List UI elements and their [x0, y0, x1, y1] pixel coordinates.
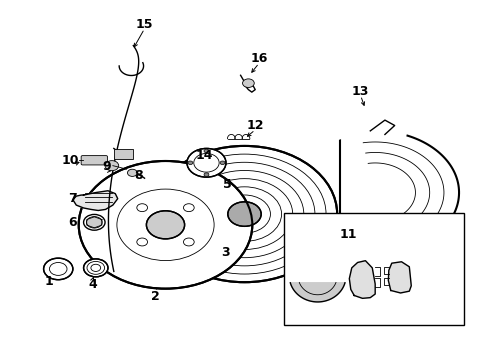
Circle shape	[186, 148, 225, 177]
Text: 7: 7	[68, 192, 77, 205]
Circle shape	[79, 161, 252, 289]
Polygon shape	[348, 261, 374, 298]
Bar	[114, 149, 133, 159]
Circle shape	[227, 202, 261, 226]
Circle shape	[105, 161, 119, 171]
Polygon shape	[339, 131, 458, 254]
Polygon shape	[387, 262, 410, 293]
Text: 13: 13	[351, 85, 368, 98]
Text: 11: 11	[339, 228, 356, 241]
Circle shape	[152, 146, 336, 282]
Bar	[284, 213, 463, 325]
Text: 15: 15	[136, 18, 153, 31]
Text: 16: 16	[250, 52, 267, 65]
Text: 12: 12	[246, 119, 264, 132]
FancyBboxPatch shape	[81, 156, 107, 165]
Polygon shape	[290, 283, 344, 302]
Text: 4: 4	[88, 278, 97, 291]
Circle shape	[203, 149, 208, 153]
Circle shape	[203, 173, 208, 176]
Text: 6: 6	[68, 216, 77, 229]
Text: 9: 9	[102, 160, 111, 173]
Text: 10: 10	[61, 154, 79, 167]
Circle shape	[86, 217, 102, 228]
Circle shape	[242, 79, 254, 87]
Polygon shape	[73, 191, 118, 211]
Circle shape	[83, 259, 108, 277]
Circle shape	[220, 161, 224, 165]
Circle shape	[187, 161, 192, 165]
Circle shape	[146, 211, 184, 239]
Text: 8: 8	[134, 169, 142, 182]
Circle shape	[127, 169, 137, 176]
Circle shape	[43, 258, 73, 280]
Text: 1: 1	[44, 275, 53, 288]
Text: 2: 2	[151, 290, 160, 303]
Text: 5: 5	[223, 178, 231, 191]
Text: 3: 3	[221, 246, 230, 259]
Text: 14: 14	[195, 149, 213, 162]
